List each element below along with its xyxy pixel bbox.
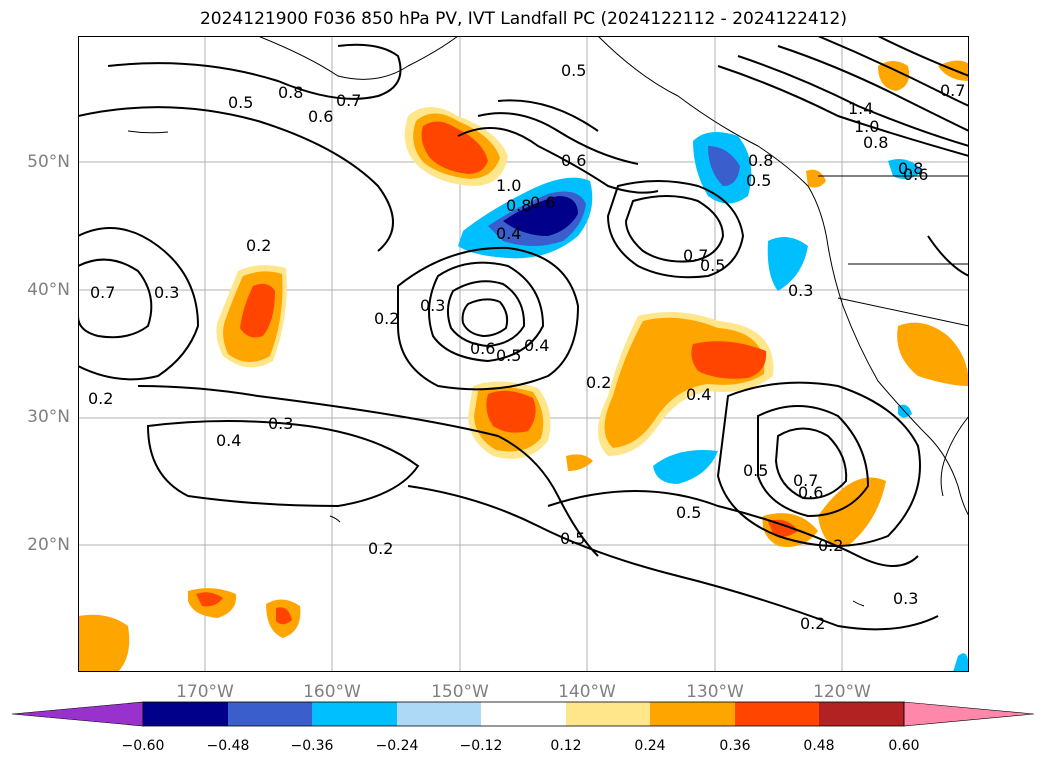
lon-label-160w: 160°W (303, 682, 361, 702)
colorbar-bin (650, 702, 735, 726)
lat-label-50n: 50°N (27, 152, 70, 172)
contour-label: 0.8 (898, 159, 923, 178)
map-canvas: 0.5 0.8 0.7 0.6 0.5 1.4 1.0 0.8 0.6 0.6 … (78, 36, 969, 672)
contour-label: 0.8 (748, 151, 773, 170)
colorbar-tick: −0.24 (375, 738, 419, 754)
contour-label: 0.5 (743, 461, 768, 480)
contour-label: 0.3 (268, 414, 293, 433)
contour-label: 1.4 (848, 99, 873, 118)
colorbar-bin (566, 702, 650, 726)
contour-label: 0.4 (216, 431, 241, 450)
lon-label-120w: 120°W (813, 682, 871, 702)
colorbar-outline (142, 701, 905, 727)
colorbar-extend-low (11, 701, 144, 727)
colorbar-bin (312, 702, 397, 726)
lat-label-40n: 40°N (27, 280, 70, 300)
colorbar-tick: −0.48 (206, 738, 250, 754)
contour-label: 0.6 (530, 193, 555, 212)
lon-label-130w: 130°W (686, 682, 744, 702)
contour-label: 0.5 (676, 503, 701, 522)
contour-label: 0.3 (420, 296, 445, 315)
contour-label: 0.3 (893, 589, 918, 608)
contour-label: 0.6 (903, 165, 928, 184)
contour-label: 0.2 (800, 614, 825, 633)
colorbar-extend-high (903, 701, 1035, 727)
contour-label: 0.4 (686, 385, 711, 404)
contour-label: 0.6 (561, 151, 586, 170)
contour-label: 0.6 (798, 483, 823, 502)
contour-label: 0.7 (793, 471, 818, 490)
colorbar-bin (397, 702, 481, 726)
contour-label: 0.6 (308, 107, 333, 126)
map-panel: 0.5 0.8 0.7 0.6 0.5 1.4 1.0 0.8 0.6 0.6 … (78, 36, 969, 672)
contour-label: 0.4 (496, 224, 521, 243)
contour-label: 0.5 (746, 171, 771, 190)
contour-label: 0.5 (228, 93, 253, 112)
contour-label: 0.7 (940, 81, 965, 100)
colorbar-tick: 0.36 (719, 738, 751, 754)
colorbar-bin (735, 702, 819, 726)
colorbar-tick: −0.60 (121, 738, 165, 754)
colorbar-tick: 0.48 (803, 738, 835, 754)
contour-label: 0.2 (818, 536, 843, 555)
contour-label: 1.0 (854, 117, 879, 136)
contour-label: 0.3 (154, 283, 179, 302)
colorbar-bin (228, 702, 312, 726)
colorbar-tick: −0.36 (290, 738, 334, 754)
lon-label-150w: 150°W (431, 682, 489, 702)
contour-label: 0.2 (374, 309, 399, 328)
contour-label: 0.7 (336, 91, 361, 110)
contour-label: 0.7 (90, 283, 115, 302)
coastline (127, 36, 969, 607)
contour-label: 0.2 (246, 236, 271, 255)
pv-contours (78, 36, 969, 631)
colorbar-tick: −0.12 (459, 738, 503, 754)
contour-label: 0.8 (278, 83, 303, 102)
contour-label: 0.7 (683, 246, 708, 265)
contour-label: 0.2 (88, 389, 113, 408)
contour-label: 0.5 (560, 529, 585, 548)
contour-label: 0.5 (700, 256, 725, 275)
contour-label: 1.0 (496, 176, 521, 195)
contour-label: 0.8 (863, 133, 888, 152)
contour-labels: 0.5 0.8 0.7 0.6 0.5 1.4 1.0 0.8 0.6 0.6 … (88, 61, 965, 633)
colorbar-tick: 0.24 (634, 738, 666, 754)
colorbar-tick: 0.12 (550, 738, 582, 754)
contour-label: 0.4 (524, 336, 549, 355)
contour-label: 0.6 (470, 339, 495, 358)
lat-label-20n: 20°N (27, 535, 70, 555)
contour-label: 0.5 (496, 346, 521, 365)
colorbar (11, 701, 1035, 727)
contour-label: 0.8 (506, 196, 531, 215)
colorbar-bin (819, 702, 904, 726)
negative-anomaly-shading (458, 132, 969, 672)
contour-label: 0.2 (368, 539, 393, 558)
lon-label-170w: 170°W (176, 682, 234, 702)
colorbar-bin (481, 702, 566, 726)
map-title: 2024121900 F036 850 hPa PV, IVT Landfall… (199, 9, 847, 29)
contour-label: 0.3 (788, 281, 813, 300)
positive-anomaly-shading (78, 60, 969, 672)
lat-label-30n: 30°N (27, 407, 70, 427)
contour-label: 0.5 (561, 61, 586, 80)
lon-label-140w: 140°W (558, 682, 616, 702)
colorbar-bin (143, 702, 228, 726)
contour-label: 0.2 (586, 373, 611, 392)
colorbar-tick: 0.60 (888, 738, 920, 754)
